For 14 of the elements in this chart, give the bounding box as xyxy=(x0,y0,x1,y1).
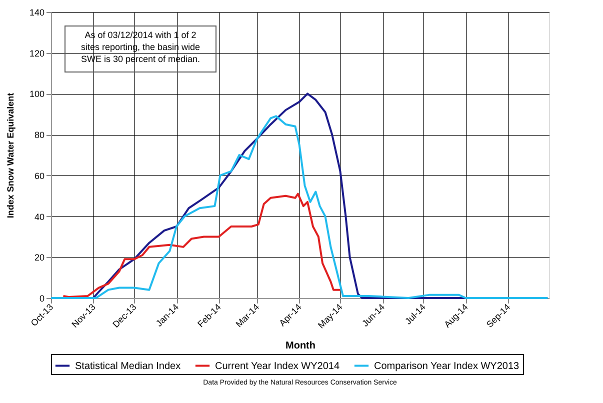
y-tick-label: 60 xyxy=(34,170,44,181)
legend-label: Current Year Index WY2014 xyxy=(215,360,340,372)
y-tick-label: 0 xyxy=(39,294,44,304)
y-tick-label: 140 xyxy=(29,8,44,18)
y-tick-label: 80 xyxy=(34,130,44,140)
y-tick-label: 40 xyxy=(34,212,44,222)
y-tick-label: 20 xyxy=(34,252,44,263)
legend-label: Statistical Median Index xyxy=(75,360,181,372)
y-tick-label: 120 xyxy=(29,48,44,58)
line-series xyxy=(62,192,342,298)
x-axis-title: Month xyxy=(286,340,316,352)
legend-label: Comparison Year Index WY2013 xyxy=(374,360,520,372)
y-axis-title: Index Snow Water Equivalent xyxy=(5,92,16,218)
y-tick-label: 100 xyxy=(29,89,44,100)
